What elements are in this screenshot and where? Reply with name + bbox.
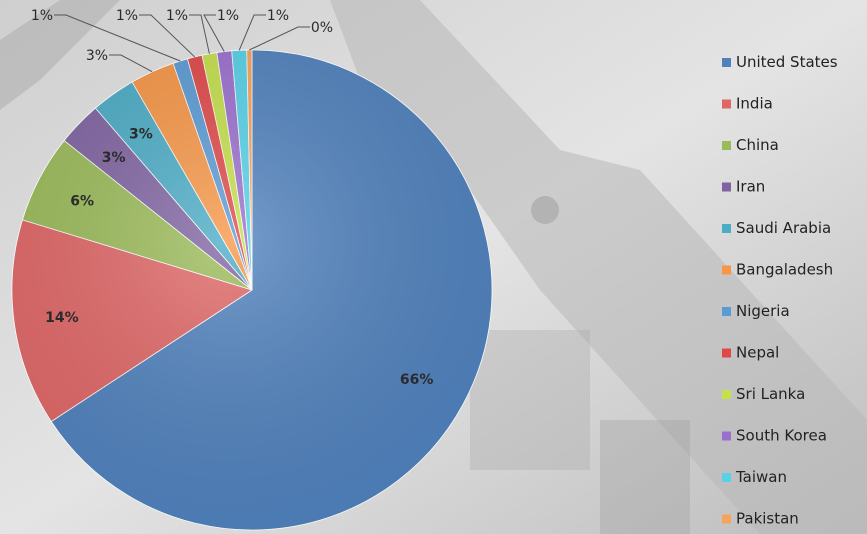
legend-swatch (722, 224, 731, 233)
legend-swatch (722, 182, 731, 192)
slice-label-nepal: 1% (116, 8, 138, 24)
slice-label-iran: 3% (102, 150, 126, 166)
slice-label-saudi-arabia: 3% (129, 126, 153, 142)
pie-slices (11, 49, 493, 531)
legend-label-south-korea: South Korea (736, 427, 827, 445)
slice-label-nigeria: 1% (31, 8, 53, 24)
leader-line (139, 14, 196, 58)
legend-swatch (722, 348, 731, 358)
legend-label-india: India (736, 95, 773, 113)
slice-label-united-states: 66% (400, 372, 434, 388)
slice-label-pakistan: 0% (311, 20, 333, 36)
legend-label-saudi-arabia: Saudi Arabia (736, 219, 831, 237)
leader-line (189, 14, 210, 54)
legend-swatch (722, 265, 731, 275)
legend-swatch (722, 141, 731, 150)
legend-label-pakistan: Pakistan (736, 510, 799, 528)
leader-line (203, 14, 225, 52)
slice-label-sri-lanka: 1% (166, 8, 188, 24)
legend-label-china: China (736, 136, 779, 154)
legend-label-united-states: United States (736, 53, 838, 71)
legend-label-iran: Iran (736, 178, 765, 196)
legend-label-bangaladesh: Bangaladesh (736, 261, 833, 279)
legend-label-nigeria: Nigeria (736, 302, 790, 320)
slice-label-taiwan: 1% (267, 8, 289, 24)
legend-swatch (722, 390, 731, 399)
legend-swatch (722, 473, 731, 482)
legend-label-taiwan: Taiwan (735, 468, 787, 486)
leader-line (54, 14, 181, 62)
leader-line (109, 54, 153, 73)
leader-line (249, 26, 310, 51)
slice-label-south-korea: 1% (217, 8, 239, 24)
legend-swatch (722, 431, 731, 441)
slice-label-bangaladesh: 3% (86, 48, 108, 64)
legend: United States India China Iran Saudi Arabia B… (722, 53, 838, 528)
slice-label-india: 14% (45, 310, 79, 326)
leader-line (238, 14, 266, 51)
legend-swatch (722, 514, 731, 524)
legend-swatch (722, 307, 731, 316)
slice-label-china: 6% (70, 194, 94, 210)
legend-label-sri-lanka: Sri Lanka (736, 385, 805, 403)
pie-labels: 66%14%6%3%3%3%1% 1% 1% 1% 1%0% (31, 8, 434, 388)
legend-swatch (722, 99, 731, 109)
legend-swatch (722, 58, 731, 67)
legend-label-nepal: Nepal (736, 344, 779, 362)
